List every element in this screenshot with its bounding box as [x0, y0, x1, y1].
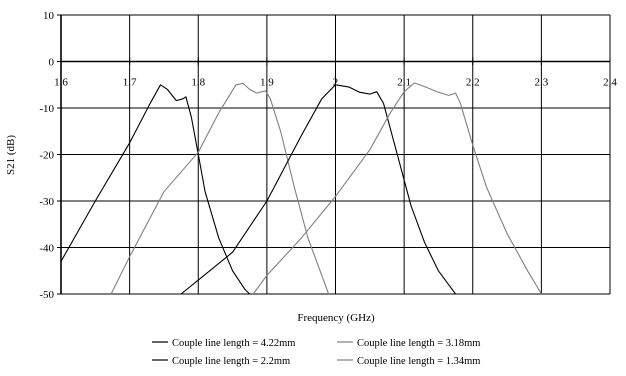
ticks: 10 0 -10 -20 -30 -40 -50 1.6 1.7 1.8 1.9 2 2.1 2.2 2.3…: [39, 10, 617, 301]
legend: Couple line length = 4.22mm Couple line l…: [152, 338, 480, 367]
y-tick-label: -20: [39, 150, 54, 162]
x-axis-label: Frequency (GHz): [297, 312, 375, 324]
series-line-1: [60, 84, 251, 295]
x-tick-label: 2.2: [466, 77, 480, 89]
x-tick-label: 1.7: [123, 77, 137, 89]
x-tick-label: 2.3: [535, 77, 549, 89]
series-group: [60, 82, 542, 295]
y-tick-label: 10: [43, 10, 55, 22]
grid: [60, 14, 611, 295]
x-tick-label: 1.6: [54, 77, 68, 89]
legend-label-1: Couple line length = 4.22mm: [172, 338, 295, 349]
x-tick-label: 1.9: [260, 77, 274, 89]
x-tick-label: 1.8: [191, 77, 205, 89]
legend-label-3: Couple line length = 2.2mm: [172, 356, 290, 367]
y-tick-label: 0: [49, 57, 55, 69]
series-line-3: [180, 84, 457, 295]
series-line-4: [252, 82, 542, 295]
x-tick-label: 2.1: [397, 77, 411, 89]
legend-label-2: Couple line length = 3.18mm: [357, 338, 480, 349]
series-line-2: [110, 82, 330, 295]
y-tick-label: -10: [39, 103, 54, 115]
y-tick-label: -40: [39, 243, 54, 255]
y-tick-label: -50: [39, 289, 54, 301]
y-tick-label: -30: [39, 196, 54, 208]
x-tick-label: 2.4: [603, 77, 617, 89]
y-axis-label: S21 (dB): [5, 135, 17, 175]
legend-label-4: Couple line length = 1.34mm: [357, 356, 480, 367]
x-tick-label: 2: [333, 77, 339, 89]
